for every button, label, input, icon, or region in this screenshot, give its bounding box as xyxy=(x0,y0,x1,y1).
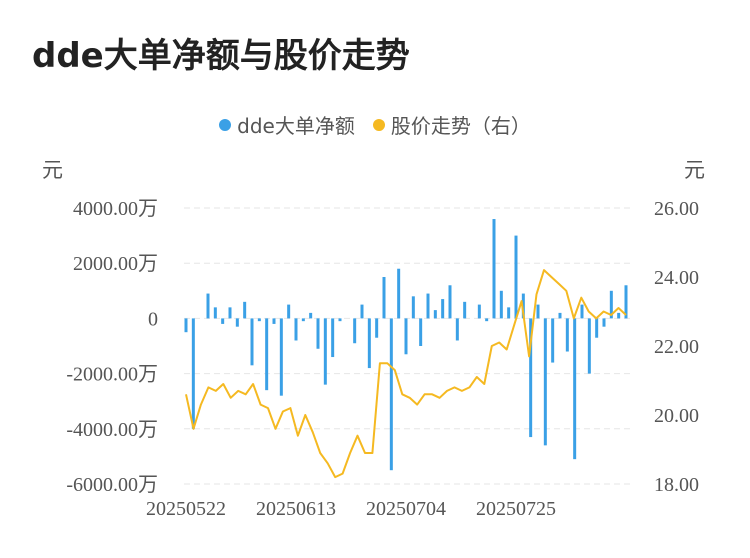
legend: dde大单净额 股价走势（右） xyxy=(0,110,750,139)
bar[interactable] xyxy=(529,318,533,438)
bar[interactable] xyxy=(609,290,613,319)
bar[interactable] xyxy=(448,285,452,319)
bar[interactable] xyxy=(595,318,599,338)
bar-series xyxy=(184,219,628,471)
bar[interactable] xyxy=(573,318,577,460)
bar[interactable] xyxy=(411,296,415,319)
bar[interactable] xyxy=(323,318,327,385)
bar[interactable] xyxy=(624,285,628,319)
bar[interactable] xyxy=(331,318,335,358)
bar[interactable] xyxy=(617,312,621,319)
left-axis-unit: 元 xyxy=(42,158,63,182)
bar[interactable] xyxy=(221,318,225,324)
bar[interactable] xyxy=(551,318,555,363)
bar[interactable] xyxy=(375,318,379,338)
legend-label-dde: dde大单净额 xyxy=(237,114,355,138)
bar[interactable] xyxy=(338,318,342,322)
price-line[interactable] xyxy=(185,269,627,479)
bar[interactable] xyxy=(602,318,606,327)
bar[interactable] xyxy=(477,304,481,319)
left-tick-label: -4000.00万 xyxy=(66,419,158,441)
bar[interactable] xyxy=(272,318,276,324)
bar[interactable] xyxy=(301,318,305,322)
bar[interactable] xyxy=(463,301,467,319)
bar[interactable] xyxy=(243,301,247,319)
bar[interactable] xyxy=(316,318,320,349)
bar[interactable] xyxy=(397,268,401,319)
left-tick-label: -6000.00万 xyxy=(66,474,158,496)
bar[interactable] xyxy=(265,318,269,391)
bar[interactable] xyxy=(426,293,430,319)
left-tick-label: 4000.00万 xyxy=(73,198,158,220)
legend-dot-dde xyxy=(219,118,232,131)
bar[interactable] xyxy=(382,277,386,319)
bar[interactable] xyxy=(587,318,591,374)
bar[interactable] xyxy=(404,318,408,355)
bar[interactable] xyxy=(485,318,489,322)
bar[interactable] xyxy=(228,307,232,319)
bar[interactable] xyxy=(536,304,540,319)
bar[interactable] xyxy=(206,293,210,319)
chart-title: dde大单净额与股价走势 xyxy=(32,36,410,76)
bar[interactable] xyxy=(558,312,562,319)
bar[interactable] xyxy=(235,318,239,327)
bar[interactable] xyxy=(455,318,459,341)
bar[interactable] xyxy=(279,318,283,396)
right-tick-label: 24.00 xyxy=(654,267,699,289)
bar[interactable] xyxy=(580,304,584,319)
bar[interactable] xyxy=(441,299,445,319)
right-axis-unit: 元 xyxy=(684,158,705,182)
left-tick-label: 2000.00万 xyxy=(73,253,158,275)
right-tick-label: 26.00 xyxy=(654,198,699,220)
bar[interactable] xyxy=(507,307,511,319)
bar[interactable] xyxy=(367,318,371,369)
line-series xyxy=(185,269,627,479)
bar[interactable] xyxy=(360,304,364,319)
bar[interactable] xyxy=(492,219,496,319)
legend-item-dde[interactable]: dde大单净额 xyxy=(219,110,355,139)
right-axis: 元 26.00 24.00 22.00 20.00 18.00 xyxy=(654,158,705,496)
bar[interactable] xyxy=(309,312,313,319)
right-tick-label: 20.00 xyxy=(654,405,699,427)
bar[interactable] xyxy=(389,318,393,471)
x-tick-label: 20250522 xyxy=(146,498,226,520)
legend-item-price[interactable]: 股价走势（右） xyxy=(372,110,531,139)
left-tick-label: -2000.00万 xyxy=(66,364,158,386)
bar[interactable] xyxy=(250,318,254,366)
bar[interactable] xyxy=(543,318,547,446)
x-axis: 20250522 20250613 20250704 20250725 xyxy=(146,498,556,520)
x-tick-label: 20250613 xyxy=(256,498,336,520)
x-tick-label: 20250725 xyxy=(476,498,556,520)
legend-dot-price xyxy=(372,118,385,131)
right-tick-label: 22.00 xyxy=(654,336,699,358)
bar[interactable] xyxy=(257,318,261,322)
bar[interactable] xyxy=(514,235,518,319)
x-tick-label: 20250704 xyxy=(366,498,446,520)
bar[interactable] xyxy=(287,304,291,319)
bar[interactable] xyxy=(213,307,217,319)
bar[interactable] xyxy=(184,318,188,333)
bar[interactable] xyxy=(191,318,195,429)
right-tick-label: 18.00 xyxy=(654,474,699,496)
bar[interactable] xyxy=(565,318,569,352)
bar[interactable] xyxy=(521,293,525,319)
left-axis: 元 4000.00万 2000.00万 0 -2000.00万 -4000.00万 -60… xyxy=(42,158,158,496)
bar[interactable] xyxy=(419,318,423,346)
bar[interactable] xyxy=(433,310,437,319)
bar[interactable] xyxy=(499,290,503,319)
left-tick-label: 0 xyxy=(148,308,158,330)
bar[interactable] xyxy=(353,318,357,344)
legend-label-price: 股价走势（右） xyxy=(390,114,531,138)
bar[interactable] xyxy=(294,318,298,341)
